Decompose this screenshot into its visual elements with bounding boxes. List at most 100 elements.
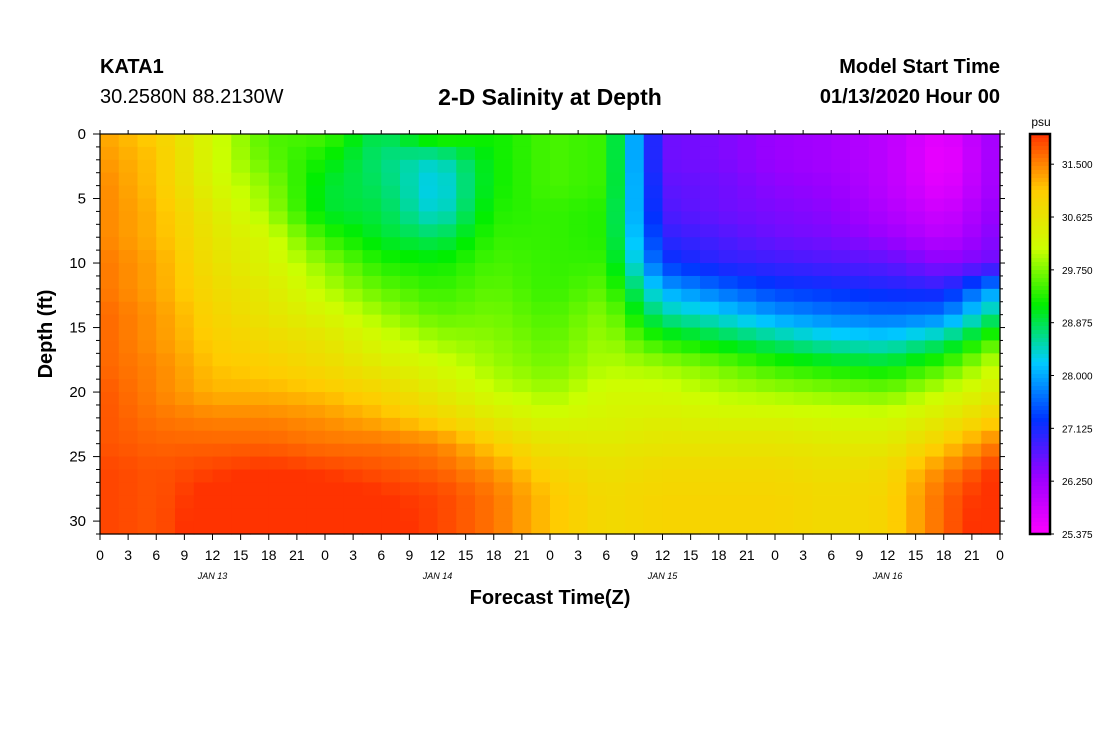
heatmap-cell [156,508,176,522]
heatmap-cell [606,508,626,522]
heatmap-cell [475,353,495,367]
heatmap-cell [737,404,757,419]
heatmap-cell [437,392,457,406]
heatmap-cell [981,159,1001,174]
colorbar-segment [1030,170,1050,175]
heatmap-cell [418,327,439,342]
heatmap-cell [156,263,176,277]
heatmap-cell [625,404,645,419]
heatmap-cell [437,301,457,316]
heatmap-cell [925,495,945,509]
heatmap-cell [606,288,626,303]
heatmap-cell [868,495,889,509]
heatmap-cell [156,443,176,458]
heatmap-cell [512,250,532,264]
heatmap-cell [887,340,907,354]
x-tick-label: 15 [458,547,474,563]
heatmap-cell [662,159,682,174]
colorbar-segment [1030,290,1050,295]
heatmap-cell [100,340,120,354]
heatmap-cell [400,482,420,496]
heatmap-cell [906,275,926,290]
heatmap-cell [775,288,795,303]
colorbar-segment [1030,430,1050,435]
heatmap-cell [268,275,289,290]
colorbar-segment [1030,466,1050,471]
heatmap-cell [456,392,476,406]
heatmap-cell [812,275,832,290]
heatmap-cell [906,224,926,238]
heatmap-cell [118,340,139,354]
heatmap-cell [268,301,289,316]
colorbar-segment [1030,366,1050,371]
heatmap-cell [456,146,476,161]
heatmap-cell [700,404,720,419]
heatmap-cell [325,172,345,187]
heatmap-cell [568,392,589,406]
heatmap-cell [906,392,926,406]
heatmap-cell [662,198,682,213]
heatmap-cell [306,237,326,251]
heatmap-cell [250,301,270,316]
heatmap-cell [812,482,832,496]
heatmap-cell [381,211,401,225]
heatmap-cell [568,443,589,458]
heatmap-cell [118,353,139,367]
heatmap-cell [493,198,514,213]
heatmap-cell [868,443,889,458]
heatmap-cell [100,443,120,458]
heatmap-cell [681,495,701,509]
heatmap-cell [868,211,889,225]
x-axis: 0 3 6 9 12 15 18 21 0 3 6 9 12 15 18 21 0 3 6 9 12 15 18 21 0 3 6 9… [96,130,1004,581]
heatmap-cell [662,366,682,380]
heatmap-cell [606,250,626,264]
heatmap-cell [662,495,682,509]
heatmap-cell [306,417,326,432]
heatmap-cell [156,301,176,316]
heatmap-cell [625,340,645,354]
heatmap-cell [737,134,757,148]
heatmap-cell [962,392,982,406]
heatmap-cell [568,353,589,367]
heatmap-cell [531,134,551,148]
heatmap-cell [493,314,514,329]
heatmap-cell [775,159,795,174]
heatmap-cell [850,430,870,445]
colorbar-segment [1030,346,1050,351]
heatmap-cell [943,456,964,471]
heatmap-cell [793,353,814,367]
heatmap-cell [587,456,607,471]
heatmap-cell [775,456,795,471]
heatmap-cell [156,495,176,509]
heatmap-cell [175,404,195,419]
colorbar-segment [1030,138,1050,143]
heatmap-cell [568,250,589,264]
heatmap-cell [437,172,457,187]
heatmap-cell [812,443,832,458]
heatmap-cell [718,211,739,225]
heatmap-cell [400,172,420,187]
heatmap-cell [118,185,139,200]
station-coordinates: 30.2580N 88.2130W [100,86,284,108]
heatmap-cell [568,456,589,471]
heatmap-cell [175,366,195,380]
heatmap-cell [400,379,420,393]
heatmap-cell [156,521,176,535]
heatmap-cell [962,288,982,303]
heatmap-cell [943,250,964,264]
x-tick-label: 6 [377,547,385,563]
heatmap-cell [756,521,776,535]
heatmap-cell [531,392,551,406]
heatmap-cell [643,456,664,471]
colorbar-segment [1030,302,1050,307]
heatmap-cell [268,314,289,329]
heatmap-cell [306,495,326,509]
heatmap-cell [662,185,682,200]
heatmap-cell [362,134,382,148]
heatmap-cell [962,430,982,445]
heatmap-cell [625,185,645,200]
heatmap-cell [306,224,326,238]
heatmap-cell [493,379,514,393]
heatmap-cell [381,366,401,380]
heatmap-cell [606,353,626,367]
